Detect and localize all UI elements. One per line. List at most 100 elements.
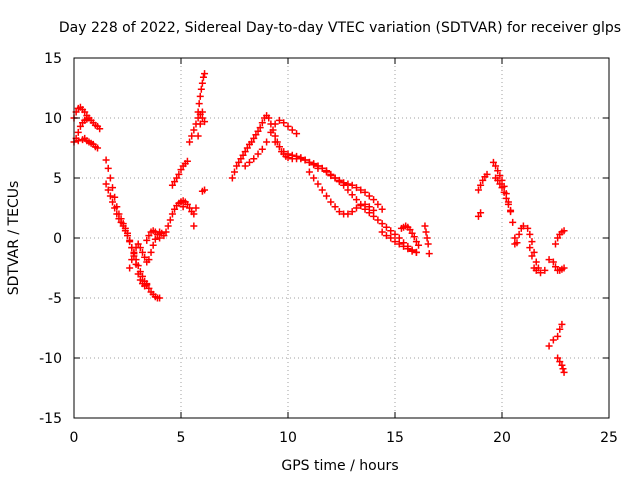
data-point: [102, 180, 110, 188]
data-point: [352, 204, 360, 212]
data-point: [186, 138, 194, 146]
data-point: [138, 248, 146, 256]
data-point: [374, 200, 382, 208]
data-point: [424, 240, 432, 248]
data-point: [96, 125, 104, 133]
data-point: [545, 256, 553, 264]
data-point: [183, 157, 191, 165]
data-point: [275, 143, 283, 151]
data-point: [474, 186, 482, 194]
data-point: [147, 248, 155, 256]
data-point: [395, 234, 403, 242]
x-tick-label: 25: [600, 430, 618, 446]
series-arc-4f: [378, 228, 420, 256]
data-point: [237, 155, 245, 163]
data-point: [549, 258, 557, 266]
series-arc-3d: [194, 70, 209, 116]
series-arc-7c: [511, 222, 527, 248]
data-point: [265, 114, 273, 122]
data-point: [94, 144, 102, 152]
data-point: [541, 266, 549, 274]
data-point: [271, 120, 279, 128]
data-point: [344, 210, 352, 218]
data-point: [378, 205, 386, 213]
data-point: [310, 160, 318, 168]
data-point: [119, 222, 127, 230]
data-point: [199, 73, 207, 81]
data-point: [143, 281, 151, 289]
data-point: [335, 176, 343, 184]
data-point: [323, 192, 331, 200]
data-point: [335, 208, 343, 216]
data-point: [556, 325, 564, 333]
data-point: [145, 256, 153, 264]
data-point: [504, 200, 512, 208]
data-point: [104, 164, 112, 172]
data-point: [477, 181, 485, 189]
data-point: [134, 240, 142, 248]
data-point: [400, 242, 408, 250]
data-point: [231, 168, 238, 176]
data-point: [76, 122, 84, 130]
data-point: [509, 218, 517, 226]
data-point: [530, 248, 538, 256]
data-point: [275, 116, 283, 124]
data-point: [297, 154, 305, 162]
data-point: [197, 85, 205, 93]
data-point: [245, 158, 253, 166]
data-point: [558, 320, 566, 328]
series-arc-3: [162, 108, 206, 236]
series-arc-5: [421, 222, 433, 258]
data-point: [365, 209, 373, 217]
data-point: [243, 144, 251, 152]
data-point: [166, 216, 174, 224]
x-tick-label: 0: [70, 430, 79, 446]
data-point: [143, 236, 151, 244]
y-tick-labels: -15 -10 -5 0 5 10 15: [39, 51, 62, 427]
data-point: [168, 181, 176, 189]
data-point: [406, 226, 414, 234]
data-point: [136, 244, 144, 252]
data-point: [288, 126, 296, 134]
data-point: [327, 198, 335, 206]
data-point: [528, 252, 536, 260]
data-point: [496, 172, 504, 180]
data-point: [263, 138, 271, 146]
data-point: [284, 122, 292, 130]
data-point: [81, 108, 89, 116]
data-point: [477, 209, 485, 217]
data-point: [507, 208, 515, 216]
data-point: [558, 361, 566, 369]
x-tick-labels: 0 5 10 15 20 25: [70, 430, 618, 446]
data-point: [365, 203, 373, 211]
data-point: [502, 194, 510, 202]
series-arc-7: [489, 158, 519, 242]
data-point: [370, 212, 378, 220]
data-point: [233, 162, 241, 170]
data-point: [301, 156, 309, 164]
y-tick-label: 5: [53, 171, 62, 187]
series-arc-2d: [143, 227, 164, 244]
y-tick-label: 10: [44, 111, 62, 127]
y-tick-label: -10: [39, 351, 62, 367]
data-point: [241, 148, 249, 156]
data-point: [494, 167, 502, 175]
data-point: [151, 235, 159, 243]
data-point: [489, 158, 497, 166]
data-point: [365, 192, 373, 200]
data-point: [267, 128, 275, 136]
series-arc-2: [102, 156, 151, 290]
data-point: [344, 186, 352, 194]
data-point: [175, 170, 183, 178]
data-point: [545, 342, 553, 350]
data-point: [271, 138, 279, 146]
data-point: [560, 264, 568, 272]
series-arc-9: [549, 258, 568, 274]
data-point: [284, 150, 292, 158]
data-point: [256, 124, 264, 132]
data-point: [552, 263, 559, 271]
data-point: [241, 162, 249, 170]
data-point: [496, 180, 504, 188]
data-point: [382, 223, 390, 231]
